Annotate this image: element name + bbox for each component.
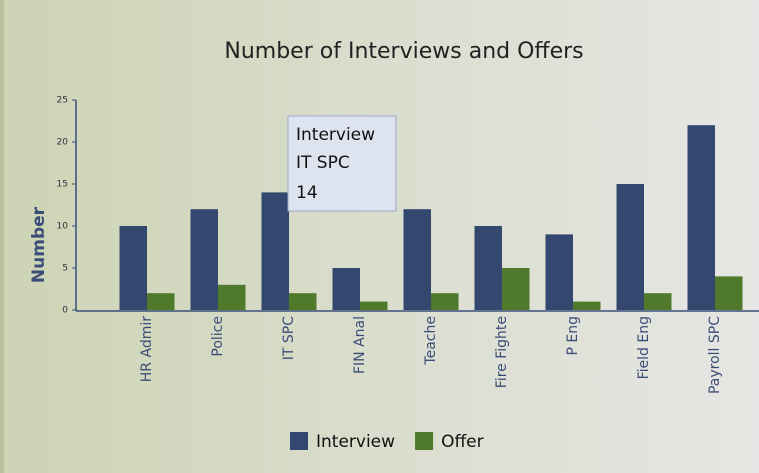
legend-swatch: [415, 432, 434, 450]
tooltip-series: Interview: [296, 125, 375, 145]
bar: [644, 293, 672, 310]
x-tick-label: Teache: [423, 316, 439, 366]
bar: [190, 209, 218, 310]
x-tick-label: Police: [210, 316, 226, 357]
x-tick-label: P Eng: [565, 316, 581, 356]
y-tick-label: 25: [57, 96, 68, 106]
bar: [502, 268, 530, 310]
bar: [261, 192, 289, 310]
legend-label: Offer: [441, 432, 484, 452]
bar: [119, 226, 147, 310]
y-axis-label: Number: [29, 206, 49, 283]
frame-edge: [0, 0, 4, 473]
y-tick-label: 15: [57, 180, 68, 190]
bar: [431, 293, 459, 310]
bar: [218, 284, 246, 310]
tooltip: Interview IT SPC 14: [287, 115, 397, 212]
legend-swatch: [290, 432, 308, 450]
bar: [616, 184, 644, 310]
bar: [147, 293, 175, 310]
bar: [332, 268, 360, 310]
y-tick-label: 5: [62, 264, 68, 274]
tooltip-category: IT SPC: [296, 153, 350, 173]
bar: [715, 276, 743, 310]
bar: [360, 301, 388, 310]
bar: [289, 293, 317, 310]
y-tick-label: 20: [57, 138, 69, 148]
bar: [403, 209, 431, 310]
x-tick-label: Field Eng: [636, 316, 652, 379]
x-tick-label: Fire Fighte: [494, 316, 510, 388]
x-tick-label: Payroll SPC: [707, 316, 723, 394]
y-tick-label: 10: [57, 222, 69, 232]
bar: [573, 301, 601, 310]
bar: [474, 226, 502, 310]
y-tick-label: 0: [62, 306, 68, 316]
tooltip-value: 14: [296, 183, 318, 203]
x-tick-label: HR Admir: [139, 316, 155, 382]
chart-title: Number of Interviews and Offers: [224, 39, 583, 64]
bar: [545, 234, 573, 310]
x-tick-label: FIN Anal: [352, 316, 368, 374]
tooltip-box: [287, 115, 397, 212]
x-tick-label: IT SPC: [281, 316, 297, 360]
legend-label: Interview: [316, 432, 395, 452]
plot: 0 5 10 15 20 25 HR Admir Police IT SPC FIN Anal Te…: [57, 96, 743, 394]
bar: [687, 125, 715, 310]
